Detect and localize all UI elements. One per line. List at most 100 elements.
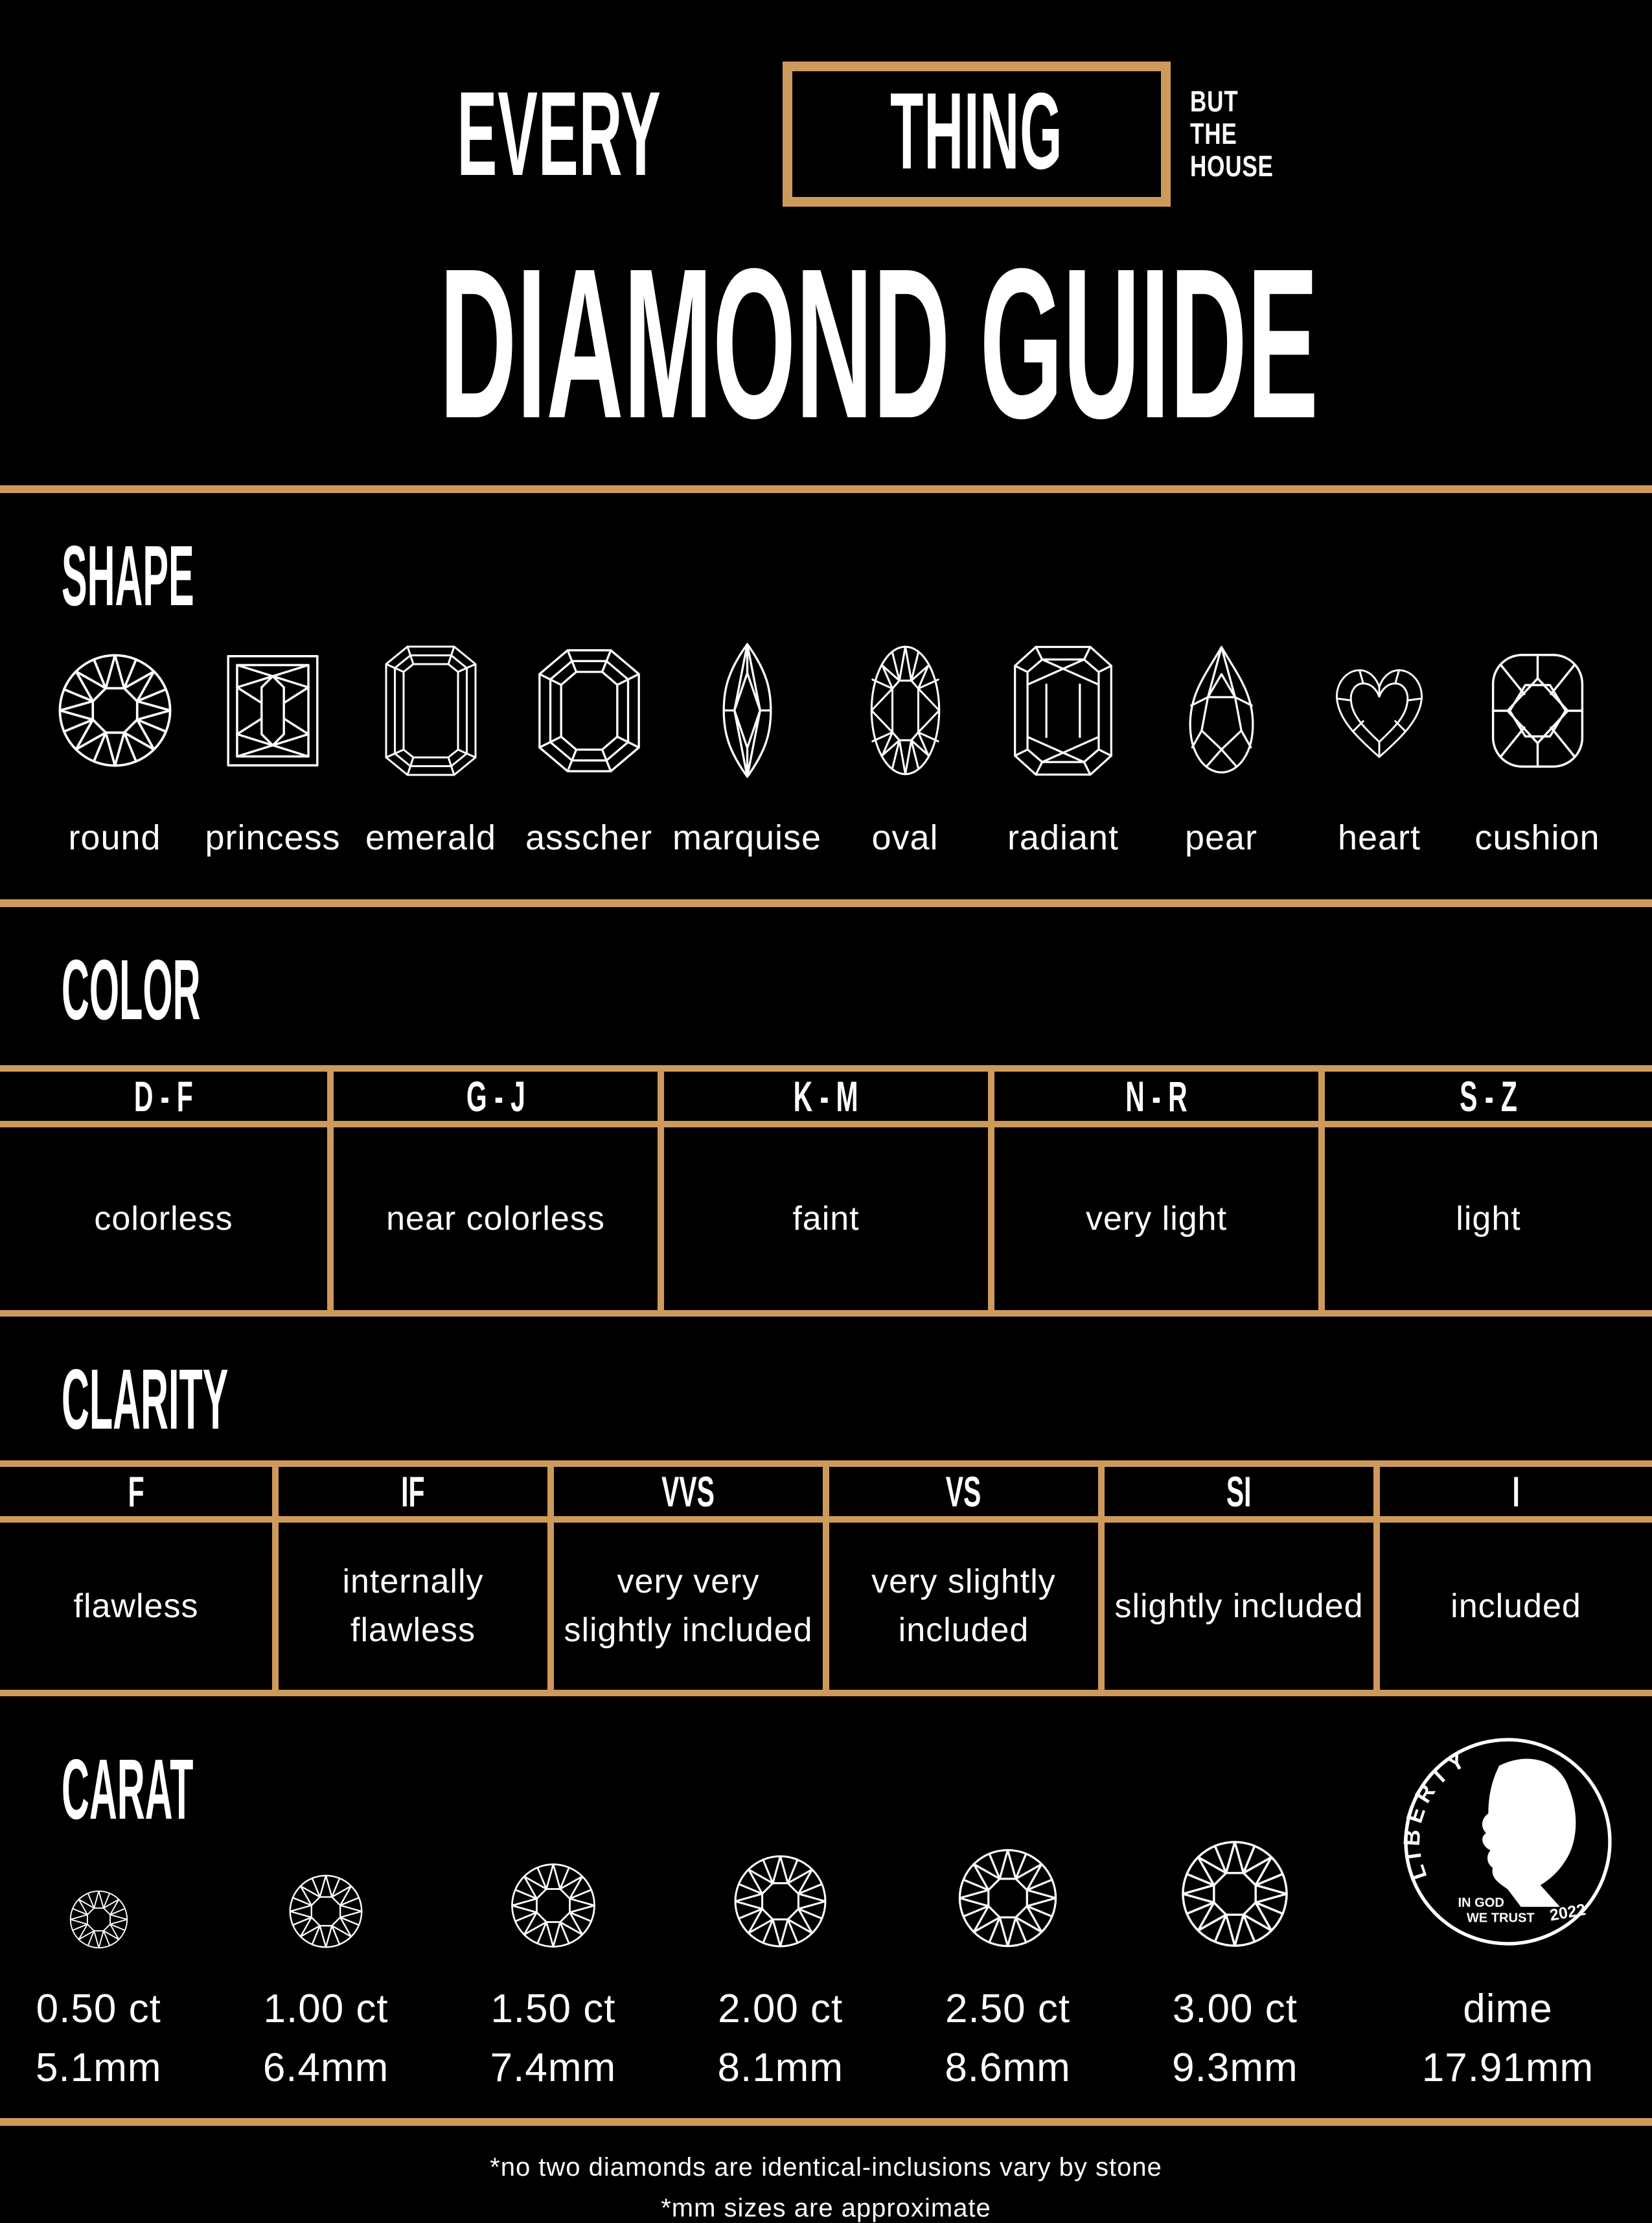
color-heading: COLOR — [62, 942, 201, 1038]
clarity-table-header-row: F IF VVS VS SI I — [0, 1460, 1652, 1523]
carat-ct-label: 2.50 ct — [945, 1987, 1071, 2032]
shape-item-princess: princess — [194, 641, 352, 858]
shape-item-cushion: cushion — [1458, 641, 1616, 858]
color-table-desc-row: colorless near colorless faint very ligh… — [0, 1121, 1652, 1317]
carat-ct-label: 1.00 ct — [263, 1987, 389, 2032]
section-divider — [0, 485, 1652, 494]
motto-line2-text: WE TRUST — [1467, 1911, 1535, 1926]
shape-item-oval: oval — [826, 641, 984, 858]
carat-mm-label: 7.4mm — [490, 2045, 617, 2091]
shape-item-asscher: asscher — [510, 641, 668, 858]
color-grade-cell: G - J — [327, 1065, 664, 1128]
carat-mm-label: 8.1mm — [717, 2045, 843, 2091]
carat-item-050: 0.50 ct 5.1mm — [36, 1730, 161, 2091]
carat-ct-label: 0.50 ct — [36, 1987, 161, 2032]
carat-item-300: 3.00 ct 9.3mm — [1172, 1730, 1298, 2091]
motto-line1-text: IN GOD — [1458, 1896, 1504, 1910]
clarity-desc-cell: included — [1373, 1516, 1652, 1697]
section-divider — [0, 2118, 1652, 2126]
color-desc-cell: light — [1318, 1121, 1652, 1317]
shape-heading: SHAPE — [62, 528, 194, 624]
clarity-desc-cell: very very slightly included — [547, 1516, 829, 1697]
carat-mm-label: 9.3mm — [1172, 2045, 1298, 2091]
clarity-desc-cell: flawless — [0, 1516, 279, 1697]
shape-item-emerald: emerald — [352, 641, 510, 858]
carat-section: CARAT 0.50 ct 5.1mm 1.00 ct 6.4mm 1.50 c… — [0, 1696, 1652, 2118]
dime-coin-icon: LIBERTY IN GOD WE TRUST 2022 — [1399, 1738, 1612, 1946]
shape-label: oval — [871, 818, 939, 858]
color-section: COLOR D - F G - J K - M N - R S - Z colo… — [0, 947, 1652, 1317]
clarity-desc-cell: slightly included — [1098, 1516, 1380, 1697]
roosevelt-profile-silhouette — [1482, 1758, 1576, 1907]
shape-item-pear: pear — [1142, 641, 1300, 858]
shape-label: pear — [1184, 818, 1258, 858]
clarity-grade-cell: SI — [1098, 1460, 1380, 1523]
color-desc-cell: near colorless — [327, 1121, 664, 1317]
logo-thing-box: THING — [783, 62, 1171, 207]
ebth-logo: EVERY THING BUT THE HOUSE — [0, 0, 1652, 207]
color-grade-cell: K - M — [658, 1065, 994, 1128]
princess-diamond-icon — [217, 649, 328, 772]
pear-diamond-icon — [1180, 643, 1263, 779]
carat-item-100: 1.00 ct 6.4mm — [263, 1730, 389, 2091]
shape-section: SHAPE round princess emerald asscher mar… — [0, 533, 1652, 899]
shape-label: marquise — [672, 818, 822, 858]
logo-thing-text: THING — [890, 70, 1063, 192]
color-desc-cell: very light — [988, 1121, 1325, 1317]
carat-item-200: 2.00 ct 8.1mm — [717, 1730, 843, 2091]
emerald-diamond-icon — [382, 643, 479, 779]
clarity-grade-cell: IF — [272, 1460, 554, 1523]
color-grade-cell: N - R — [988, 1065, 1325, 1128]
carat-ct-label: dime — [1463, 1987, 1553, 2032]
shape-label: asscher — [525, 818, 653, 858]
logo-tagline-line: HOUSE — [1189, 150, 1274, 183]
clarity-desc-cell: very slightly included — [823, 1516, 1105, 1697]
color-grade-cell: S - Z — [1318, 1065, 1652, 1128]
page-title: DIAMOND GUIDE — [439, 224, 1318, 463]
carat-mm-label: 17.91mm — [1421, 2045, 1594, 2091]
radiant-diamond-icon — [1011, 643, 1116, 779]
clarity-table-desc-row: flawless internally flawless very very s… — [0, 1516, 1652, 1697]
clarity-grade-cell: F — [0, 1460, 279, 1523]
carat-item-150: 1.50 ct 7.4mm — [490, 1730, 616, 2091]
color-desc-cell: faint — [658, 1121, 994, 1317]
clarity-grade-cell: I — [1373, 1460, 1652, 1523]
heart-diamond-icon — [1327, 658, 1431, 763]
round-diamond-icon — [1178, 1837, 1291, 1950]
round-diamond-icon — [55, 651, 175, 770]
round-diamond-icon — [956, 1846, 1060, 1950]
shape-item-round: round — [36, 641, 194, 858]
round-diamond-icon — [509, 1861, 598, 1950]
shape-label: radiant — [1007, 818, 1119, 858]
shape-label: heart — [1337, 818, 1421, 858]
carat-ct-label: 3.00 ct — [1172, 1987, 1298, 2032]
carat-ct-label: 1.50 ct — [490, 1987, 616, 2032]
marquise-diamond-icon — [715, 641, 779, 780]
shape-item-radiant: radiant — [984, 641, 1142, 858]
shape-label: round — [68, 818, 161, 858]
clarity-grade-cell: VS — [823, 1460, 1105, 1523]
clarity-heading: CLARITY — [62, 1352, 229, 1447]
shape-row: round princess emerald asscher marquise … — [0, 619, 1652, 858]
clarity-section: CLARITY F IF VVS VS SI I flawless intern… — [0, 1352, 1652, 1697]
shape-label: princess — [205, 818, 341, 858]
carat-row: 0.50 ct 5.1mm 1.00 ct 6.4mm 1.50 ct 7.4m… — [0, 1696, 1652, 2091]
color-desc-cell: colorless — [0, 1121, 334, 1317]
carat-heading: CARAT — [62, 1742, 194, 1837]
color-table: D - F G - J K - M N - R S - Z colorless … — [0, 1065, 1652, 1317]
color-table-header-row: D - F G - J K - M N - R S - Z — [0, 1065, 1652, 1128]
asscher-diamond-icon — [535, 646, 643, 776]
liberty-text: LIBERTY — [1399, 1745, 1474, 1883]
carat-mm-label: 6.4mm — [262, 2045, 389, 2091]
clarity-desc-cell: internally flawless — [272, 1516, 554, 1697]
shape-item-marquise: marquise — [668, 641, 826, 858]
oval-diamond-icon — [866, 641, 945, 780]
carat-ct-label: 2.00 ct — [718, 1987, 843, 2032]
logo-tagline-line: BUT — [1189, 84, 1239, 118]
footer-note-1: *no two diamonds are identical-inclusion… — [490, 2153, 1162, 2182]
logo-tagline-line: THE — [1189, 117, 1237, 150]
round-diamond-icon — [731, 1852, 829, 1950]
carat-mm-label: 5.1mm — [36, 2045, 162, 2091]
clarity-table: F IF VVS VS SI I flawless internally fla… — [0, 1460, 1652, 1697]
